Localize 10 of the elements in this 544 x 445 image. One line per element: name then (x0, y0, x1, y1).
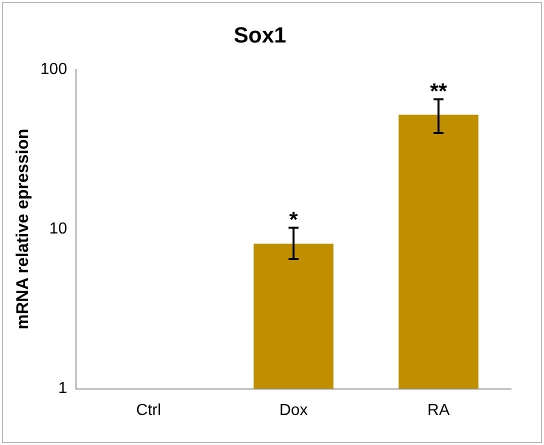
x-tick-label: Dox (279, 402, 308, 419)
y-tick-label: 100 (40, 60, 68, 78)
y-axis-title: mRNA relative epression (12, 128, 32, 330)
x-tick-label: Ctrl (136, 402, 162, 419)
x-tick-label: RA (427, 402, 450, 419)
chart-title: Sox1 (234, 22, 286, 48)
annotation: ** (430, 78, 448, 104)
y-tick-label: 10 (49, 220, 68, 238)
annotation: * (289, 206, 298, 232)
y-tick-label: 1 (58, 380, 68, 398)
